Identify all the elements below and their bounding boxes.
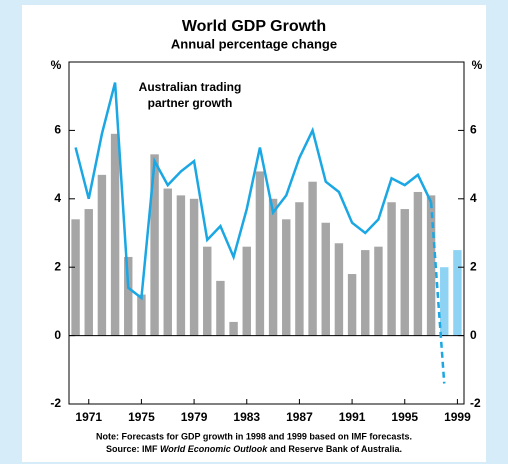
note: Note: Forecasts for GDP growth in 1998 a… xyxy=(96,431,412,441)
bar xyxy=(453,250,462,336)
bar xyxy=(84,209,93,336)
y-unit-label: % xyxy=(51,58,62,72)
forecast-line xyxy=(429,202,446,384)
x-tick-label: 1987 xyxy=(286,410,313,424)
y-tick-label: 4 xyxy=(54,191,61,205)
bar xyxy=(361,250,370,336)
plot-frame xyxy=(68,61,465,405)
bar xyxy=(203,246,212,336)
y-tick-label: 6 xyxy=(54,123,61,137)
source: Source: IMF World Economic Outlook and R… xyxy=(106,444,402,454)
chart-subtitle: Annual percentage change xyxy=(171,36,337,51)
line xyxy=(74,82,433,301)
y-tick-label: 0 xyxy=(54,328,61,342)
bar xyxy=(321,222,330,336)
bar xyxy=(282,219,291,336)
x-tick-label: 1995 xyxy=(391,410,418,424)
bar xyxy=(268,198,278,336)
y2-tick-label: -2 xyxy=(470,396,481,410)
bar xyxy=(163,188,172,336)
x-tick-label: 1991 xyxy=(339,410,366,424)
bar xyxy=(374,246,383,336)
x-tick-label: 1975 xyxy=(128,410,155,424)
source-text: and Reserve Bank of Australia. xyxy=(267,444,402,454)
y-tick-label: -2 xyxy=(50,396,61,410)
bar xyxy=(124,256,133,336)
bar xyxy=(387,202,396,336)
bar xyxy=(255,171,265,336)
bar xyxy=(426,195,436,336)
bar xyxy=(440,267,449,336)
x-tick-label: 1971 xyxy=(75,410,102,424)
bar xyxy=(176,195,186,336)
bar xyxy=(110,133,120,336)
y2-tick-label: 4 xyxy=(470,191,477,205)
y2-tick-label: 6 xyxy=(470,123,477,137)
bar xyxy=(334,243,344,336)
y2-tick-label: 2 xyxy=(470,259,477,273)
annotation: Australian trading xyxy=(139,80,242,94)
x-tick-label: 1999 xyxy=(444,410,471,424)
bar xyxy=(229,321,238,336)
bar xyxy=(71,219,80,336)
bar xyxy=(400,209,409,336)
bar xyxy=(189,198,199,336)
y2-unit-label: % xyxy=(472,58,483,72)
chart-title: World GDP Growth xyxy=(182,18,326,35)
bar xyxy=(150,154,159,336)
x-tick-label: 1979 xyxy=(181,410,208,424)
bar xyxy=(216,280,225,336)
bar xyxy=(242,246,251,336)
annotation: partner growth xyxy=(148,96,233,110)
y-tick-label: 2 xyxy=(54,259,61,273)
bar xyxy=(137,294,146,336)
bar xyxy=(295,202,304,336)
bar xyxy=(413,191,423,336)
bar xyxy=(308,181,317,336)
x-tick-label: 1983 xyxy=(233,410,260,424)
bar xyxy=(347,274,357,336)
source-text: Source: IMF xyxy=(106,444,160,454)
y2-tick-label: 0 xyxy=(470,328,477,342)
bar xyxy=(97,174,107,336)
source-title: World Economic Outlook xyxy=(160,444,268,454)
